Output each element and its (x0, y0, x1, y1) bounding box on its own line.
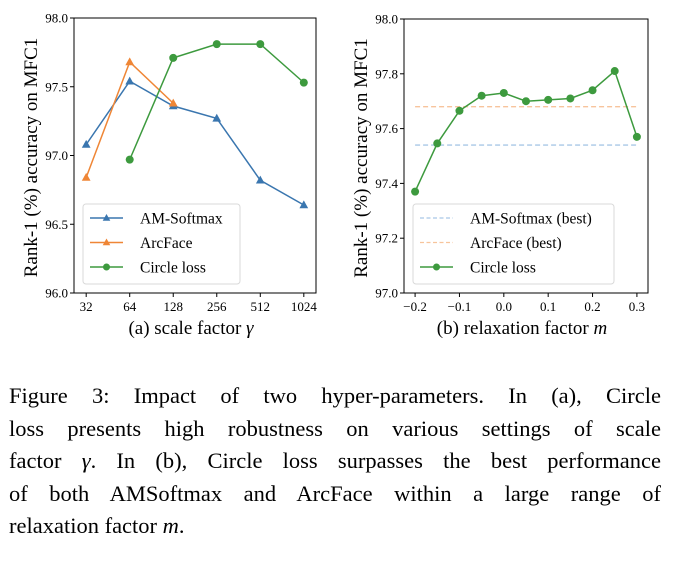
x-axis-label: (b) relaxation factor m (437, 318, 607, 339)
data-point-circle-loss (169, 53, 178, 62)
y-tick-label: 97.2 (375, 231, 398, 246)
data-point-arcface (81, 172, 91, 181)
x-tick-label: 1024 (291, 299, 318, 314)
data-point-am-softmax (81, 139, 91, 148)
caption-line-5: relaxation factor m. (9, 510, 661, 543)
x-tick-label: 32 (80, 299, 93, 314)
data-point-circle-loss (477, 91, 486, 100)
legend-item-circle-loss: Circle loss (90, 260, 206, 277)
y-tick-label: 98.0 (375, 12, 398, 27)
legend-item-arcface: ArcFace (90, 235, 193, 252)
data-point-circle-loss (299, 78, 308, 87)
legend: AM-Softmax ArcFace Circle loss (82, 203, 241, 285)
caption-text: factor (9, 448, 82, 473)
x-tick-label: 0.2 (584, 299, 600, 314)
caption-text: relaxation factor (9, 513, 163, 538)
x-axis-label-text: (b) relaxation factor (437, 318, 594, 339)
data-point-am-softmax (299, 200, 309, 209)
y-tick-label: 97.8 (375, 66, 398, 81)
y-tick-label: 97.0 (375, 286, 398, 301)
data-point-circle-loss (499, 88, 508, 97)
data-point-circle-loss (544, 95, 553, 104)
data-point-circle-loss (588, 86, 597, 95)
legend-marker (433, 263, 440, 271)
data-point-arcface (168, 98, 178, 107)
y-tick-label: 97.6 (375, 121, 398, 136)
data-point-am-softmax (212, 113, 222, 122)
gamma-symbol: γ (81, 448, 91, 473)
x-tick-label: 0.3 (629, 299, 645, 314)
legend-label: ArcFace (best) (470, 235, 562, 252)
caption-line-3: factor γ. In (b), Circle loss surpasses … (9, 445, 661, 478)
legend-label: AM-Softmax (best) (470, 211, 592, 228)
legend-item-am-softmax-best: AM-Softmax (best) (420, 211, 592, 228)
x-tick-label: 512 (251, 299, 271, 314)
series-line-circle-loss (129, 43, 305, 160)
legend-label: Circle loss (140, 260, 206, 277)
x-tick-label: 128 (163, 299, 183, 314)
legend-label: AM-Softmax (140, 211, 223, 228)
y-tick-label: 98.0 (45, 11, 68, 26)
data-point-circle-loss (522, 97, 530, 106)
y-tick-label: 96.5 (45, 217, 68, 232)
x-axis-label: (a) scale factor γ (128, 318, 254, 339)
legend-item-arcface-best: ArcFace (best) (420, 235, 562, 252)
data-point-circle-loss (433, 139, 442, 148)
series-line-am-softmax (85, 80, 305, 206)
y-tick-label: 97.4 (375, 176, 398, 191)
panel-a-chart: 96.0 96.5 97.0 97.5 98.0 32 64 128 256 512 1024 Ran… (21, 11, 317, 340)
legend-label: Circle loss (470, 260, 536, 277)
legend: AM-Softmax (best) ArcFace (best) Circle lo… (412, 203, 615, 285)
legend-box (412, 203, 615, 285)
legend-item-am-softmax: AM-Softmax (90, 211, 223, 228)
y-axis-label: Rank-1 (%) accuracy on MFC1 (21, 38, 42, 278)
series-circle-loss (125, 40, 308, 164)
legend-marker (102, 214, 111, 221)
plot-frame (403, 18, 649, 294)
x-axis-label-symbol: m (593, 318, 607, 339)
caption-line-2: loss presents high robustness on various… (9, 415, 661, 441)
caption-text: . In (b), Circle loss surpasses the best… (90, 448, 661, 473)
x-tick-label: 64 (123, 299, 137, 314)
legend-box (82, 203, 241, 285)
series-arcface (81, 57, 178, 181)
series-am-softmax (81, 76, 309, 209)
figure: 96.0 96.5 97.0 97.5 98.0 32 64 128 256 512 1024 Ran… (21, 11, 649, 340)
y-axis-label: Rank-1 (%) accuracy on MFC1 (351, 38, 372, 278)
legend-marker (102, 238, 111, 246)
y-tick-label: 96.0 (45, 286, 68, 301)
data-point-circle-loss (610, 67, 619, 76)
x-axis-label-text: (a) scale factor (128, 318, 246, 339)
data-point-circle-loss (411, 187, 420, 196)
data-point-am-softmax (125, 76, 135, 85)
caption-line-4: of both AMSoftmax and ArcFace within a l… (9, 480, 661, 506)
data-point-circle-loss (455, 106, 464, 115)
panel-b-chart: 97.0 97.2 97.4 97.6 97.8 98.0 −0.2 −0.1 0.0 0.1 0.… (351, 12, 649, 339)
x-axis-label-symbol: γ (246, 318, 254, 339)
y-tick-label: 97.5 (45, 79, 68, 94)
legend-item-circle-loss: Circle loss (420, 260, 536, 277)
m-symbol: m (162, 513, 179, 538)
figure-caption: Figure 3: Impact of two hyper-parameters… (9, 380, 661, 543)
data-point-circle-loss (212, 40, 221, 49)
x-tick-label: −0.1 (448, 299, 472, 314)
data-point-circle-loss (256, 40, 265, 49)
data-point-am-softmax (255, 175, 265, 184)
data-point-arcface (125, 57, 135, 66)
legend-marker (103, 263, 110, 271)
y-tick-label: 97.0 (45, 148, 68, 163)
series-line-circle-loss (414, 69, 638, 192)
caption-line-1: Figure 3: Impact of two hyper-parameters… (9, 383, 661, 408)
legend-label: ArcFace (140, 235, 193, 252)
x-tick-label: −0.2 (403, 299, 427, 314)
data-point-circle-loss (566, 94, 575, 103)
x-tick-label: 0.1 (540, 299, 556, 314)
data-point-circle-loss (125, 155, 134, 164)
x-tick-label: 0.0 (496, 299, 512, 314)
caption-text: . (178, 513, 185, 538)
data-point-circle-loss (632, 132, 641, 141)
x-tick-label: 256 (207, 299, 227, 314)
series-circle-loss (411, 67, 641, 196)
